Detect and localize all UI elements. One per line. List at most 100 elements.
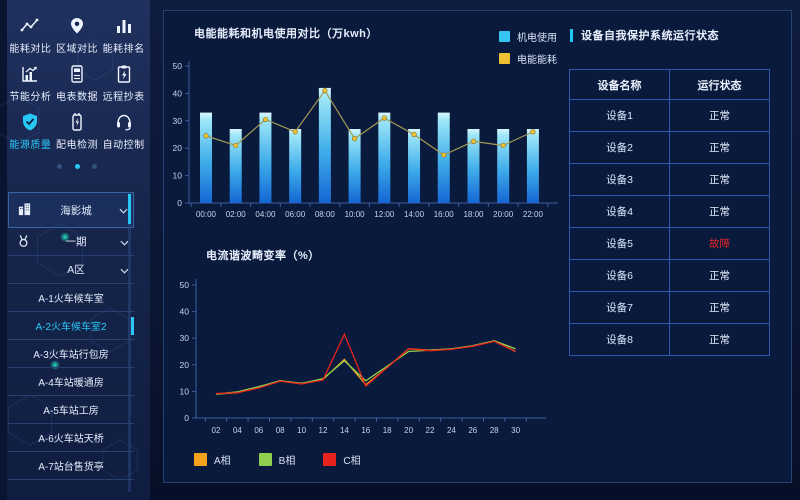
table-row: 设备5 故障	[569, 227, 770, 260]
legend-item-phase-a[interactable]: A相	[194, 452, 231, 467]
energy-usage-bar-chart: 0 10 20 30 40 50 00:00 02:00 04:00 06:00 08:00 10:0…	[173, 61, 558, 219]
sidebar-item-meter-data[interactable]: 电表数据	[54, 58, 101, 106]
svg-text:02:00: 02:00	[226, 210, 247, 219]
sidebar-item-remote-reading[interactable]: 远程抄表	[100, 58, 147, 106]
tree-node-site[interactable]: 海影城	[8, 192, 134, 228]
pager-dot[interactable]	[74, 164, 80, 169]
device-status-section-title: 设备自我保护系统运行状态	[570, 27, 719, 43]
power-meter-icon	[54, 112, 101, 134]
svg-text:16:00: 16:00	[434, 210, 455, 219]
column-header-run-status: 运行状态	[669, 69, 770, 100]
svg-text:20: 20	[180, 360, 190, 370]
svg-text:10: 10	[173, 171, 183, 181]
svg-text:02: 02	[212, 426, 221, 435]
svg-text:22:00: 22:00	[523, 210, 544, 219]
headset-icon	[100, 112, 147, 134]
sidebar-item-label: 能耗排名	[102, 44, 145, 55]
glow-dot-decoration	[50, 360, 60, 370]
scrollbar-thumb[interactable]	[128, 194, 131, 224]
sidebar-item-label: 远程抄表	[102, 92, 145, 103]
sidebar-item-distribution-check[interactable]: 配电检测	[54, 106, 101, 154]
table-row: 设备2 正常	[569, 131, 770, 164]
sidebar-item-energy-ranking[interactable]: 能耗排名	[100, 10, 147, 58]
status-value: 正常	[669, 195, 770, 228]
tree-item[interactable]: A-3火车站行包房	[8, 340, 134, 368]
status-value: 正常	[669, 323, 770, 356]
table-row: 设备7 正常	[569, 291, 770, 324]
shield-check-icon	[7, 112, 54, 134]
trend-line-icon	[7, 16, 54, 38]
legend-item-phase-b[interactable]: B相	[258, 452, 295, 467]
main-panel: 电能能耗和机电使用对比（万kwh） 机电使用 电能能耗 0 10 20 30 40 50 0…	[163, 10, 792, 483]
chevron-down-icon	[114, 233, 134, 251]
sidebar: 能耗对比 区域对比 能耗排名 节能分析	[0, 0, 150, 500]
svg-text:18: 18	[383, 426, 392, 435]
tree-site-label: 海影城	[60, 204, 92, 217]
status-value: 正常	[669, 259, 770, 292]
tree-item[interactable]: A-1火车候车室	[8, 284, 134, 312]
svg-text:06: 06	[254, 426, 263, 435]
tree-item[interactable]: A-2火车候车室2	[8, 312, 134, 340]
sidebar-item-label: 区域对比	[55, 44, 98, 55]
harmonic-chart-legend: A相 B相 C相	[194, 452, 361, 474]
svg-text:06:00: 06:00	[285, 210, 306, 219]
tree-node-zone[interactable]: A区	[8, 256, 134, 284]
tree-node-phase[interactable]: 一期	[8, 228, 134, 256]
svg-text:08:00: 08:00	[315, 210, 336, 219]
pager-dot[interactable]	[57, 164, 63, 169]
electric-meter-icon	[54, 64, 101, 86]
svg-text:04: 04	[233, 426, 242, 435]
bar-chart-icon	[100, 16, 147, 38]
tree-item[interactable]: A-4车站暖通房	[8, 368, 134, 396]
svg-text:40: 40	[173, 88, 183, 98]
tree-item[interactable]: A-7站台售货亭	[8, 452, 134, 480]
legend-item-machine-usage[interactable]: 机电使用	[499, 29, 557, 44]
sidebar-item-energy-compare[interactable]: 能耗对比	[7, 10, 54, 58]
pager-dot[interactable]	[91, 164, 97, 169]
tree-zone-label: A区	[67, 264, 85, 276]
svg-text:08: 08	[276, 426, 285, 435]
svg-text:18:00: 18:00	[463, 210, 484, 219]
svg-text:50: 50	[180, 280, 190, 290]
legend-swatch	[323, 453, 337, 466]
svg-text:20: 20	[404, 426, 413, 435]
tree-item[interactable]: A-6火车站天桥	[8, 424, 134, 452]
legend-item-energy-consumption[interactable]: 电能能耗	[499, 51, 557, 66]
location-tree: 海影城 一期 A区	[8, 192, 134, 480]
svg-text:10:00: 10:00	[345, 210, 366, 219]
sidebar-item-saving-analysis[interactable]: 节能分析	[7, 58, 54, 106]
status-value: 正常	[669, 163, 770, 196]
table-row: 设备3 正常	[569, 163, 770, 196]
selection-indicator	[131, 317, 134, 335]
legend-item-phase-c[interactable]: C相	[323, 452, 361, 467]
tree-phase-label: 一期	[65, 236, 87, 248]
tree-item[interactable]: A-5车站工房	[8, 396, 134, 424]
legend-swatch	[499, 31, 510, 42]
device-status-table: 设备名称 运行状态 设备1 正常 设备2 正常 设备3 正常 设备4 正常 设备5 故障 …	[569, 69, 770, 356]
table-row: 设备8 正常	[569, 323, 770, 356]
sidebar-item-label: 节能分析	[9, 92, 52, 103]
title-accent-bar	[570, 28, 573, 42]
svg-text:16: 16	[361, 426, 370, 435]
svg-text:30: 30	[511, 426, 520, 435]
table-row: 设备6 正常	[569, 259, 770, 292]
sidebar-menu: 能耗对比 区域对比 能耗排名 节能分析	[7, 10, 147, 154]
svg-text:12: 12	[319, 426, 328, 435]
legend-swatch	[194, 453, 207, 466]
tree-scrollbar[interactable]	[128, 192, 131, 492]
sidebar-item-auto-control[interactable]: 自动控制	[100, 106, 147, 154]
sidebar-item-energy-quality[interactable]: 能源质量	[7, 106, 54, 154]
svg-text:0: 0	[177, 198, 182, 208]
harmonic-distortion-line-chart: 0 10 20 30 40 50 02 04 06 08 10 12 14 16 18 20 22 24 26 28 3…	[180, 279, 546, 435]
sidebar-item-label: 自动控制	[102, 140, 145, 151]
legend-swatch	[499, 53, 510, 64]
svg-text:26: 26	[468, 426, 477, 435]
svg-text:40: 40	[180, 307, 190, 317]
svg-text:10: 10	[297, 426, 306, 435]
svg-text:30: 30	[180, 333, 190, 343]
status-value: 正常	[669, 291, 770, 324]
table-row: 设备4 正常	[569, 195, 770, 228]
sidebar-item-region-compare[interactable]: 区域对比	[54, 10, 101, 58]
table-header-row: 设备名称 运行状态	[569, 69, 770, 100]
legend-swatch	[258, 453, 272, 466]
